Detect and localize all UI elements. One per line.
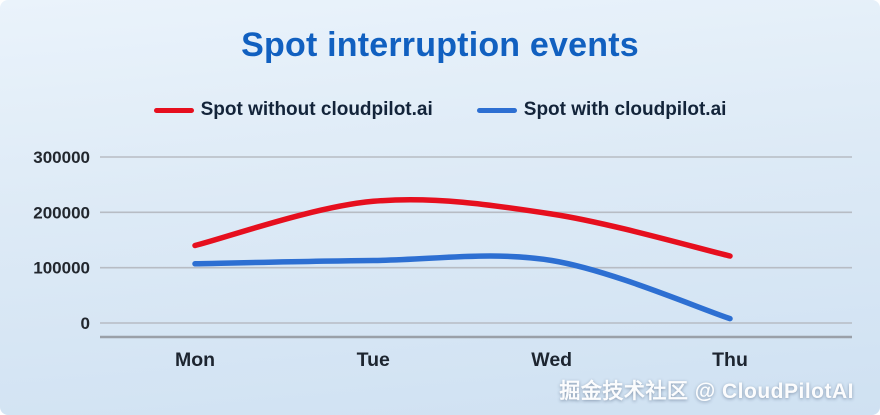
- blue-line-swatch: [476, 107, 517, 113]
- x-axis-tick-label: Thu: [712, 349, 748, 371]
- x-axis-tick-label: Mon: [175, 349, 215, 371]
- y-axis-tick-label: 300000: [33, 148, 90, 167]
- legend-label: Spot with cloudpilot.ai: [523, 99, 727, 120]
- legend-label: Spot without cloudpilot.ai: [200, 99, 433, 120]
- x-axis-tick-label: Tue: [357, 349, 390, 371]
- red-line-swatch: [153, 107, 194, 113]
- x-axis-tick-label: Wed: [531, 349, 572, 371]
- legend-item-without-cloudpilot: Spot without cloudpilot.ai: [153, 99, 433, 121]
- y-axis-tick-label: 200000: [33, 203, 90, 222]
- legend: Spot without cloudpilot.ai Spot with clo…: [0, 99, 880, 121]
- series-line-1: [192, 253, 733, 322]
- chart-title: Spot interruption events: [241, 26, 639, 64]
- watermark: 掘金技术社区 @ CloudPilotAI: [559, 380, 854, 403]
- series-line-0: [192, 196, 733, 259]
- y-axis-tick-label: 0: [81, 314, 90, 333]
- legend-item-with-cloudpilot: Spot with cloudpilot.ai: [476, 99, 727, 121]
- y-axis-tick-label: 100000: [33, 259, 90, 278]
